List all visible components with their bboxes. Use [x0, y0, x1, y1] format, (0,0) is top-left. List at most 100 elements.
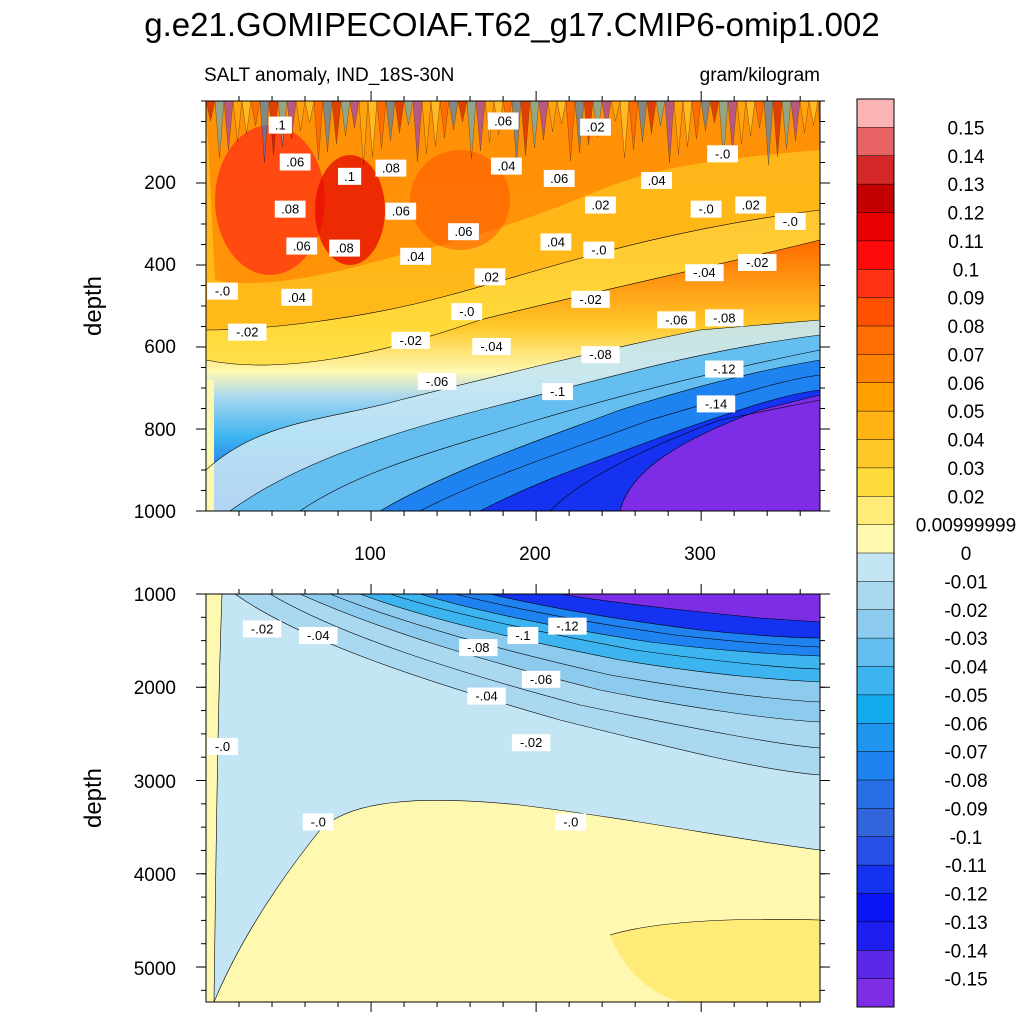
surface-spike	[394, 101, 405, 134]
contour-label: .06	[385, 202, 417, 220]
lower-plot-frame	[205, 593, 821, 1003]
contour-label-box	[580, 118, 611, 136]
colorbar-tick-label: 0.04	[948, 431, 985, 452]
lower-y-tick-2000: 2000	[134, 678, 176, 699]
contour-label: .02	[580, 118, 611, 136]
surface-spike	[601, 101, 612, 130]
colorbar-tick-label: 0.00999999	[916, 516, 1016, 537]
contour-label: .1	[268, 116, 292, 134]
contour-label-box	[583, 241, 615, 259]
contour-label-box	[585, 196, 616, 214]
surface-spike	[556, 101, 567, 125]
lower-contour-line	[213, 594, 223, 1002]
surface-spike	[457, 101, 468, 123]
contour-label-box	[581, 346, 620, 364]
contour-label: .1	[337, 167, 362, 185]
colorbar-tick-label: 0.02	[948, 487, 985, 508]
upper-red-core-3	[410, 150, 510, 250]
colorbar-box	[857, 411, 894, 440]
contour-label-text: -.1	[550, 384, 565, 399]
surface-spike	[367, 101, 378, 158]
colorbar-box	[857, 694, 894, 724]
contour-label-text: -.0	[215, 739, 230, 754]
left-subtitle: SALT anomaly, IND_18S-30N	[204, 65, 454, 86]
contour-label-box	[385, 202, 417, 220]
colorbar-tick-label: 0.13	[948, 175, 985, 196]
contour-label: -.0	[583, 241, 615, 259]
contour-label-box	[705, 309, 744, 327]
upper-contour-line	[379, 359, 820, 511]
contour-label-text: -.1	[515, 628, 530, 643]
surface-spike	[619, 101, 630, 159]
contour-label-text: -.04	[307, 628, 329, 643]
contour-label-text: -.0	[563, 814, 578, 829]
contour-label-box	[268, 116, 292, 134]
surface-spike	[412, 101, 423, 163]
contour-label: .06	[487, 112, 519, 130]
surface-spike	[206, 101, 216, 122]
surface-spike	[700, 101, 711, 132]
colorbar-tick-label: -0.01	[944, 572, 987, 593]
colorbar-tick-label: -0.02	[944, 601, 987, 622]
upper-axis-ticks	[196, 91, 830, 521]
contour-label: -.08	[459, 639, 498, 657]
colorbar-tick-label: -0.09	[944, 799, 987, 820]
contour-label: -.1	[542, 383, 573, 401]
contour-label-text: -.08	[467, 640, 489, 655]
surface-spike	[430, 101, 441, 147]
lower-contour-line	[329, 594, 820, 703]
surface-spike	[772, 101, 783, 158]
contour-label: .02	[735, 196, 767, 214]
contour-label-text: -.02	[251, 621, 273, 636]
right-subtitle: gram/kilogram	[700, 65, 820, 86]
contour-label-box	[451, 303, 483, 321]
colorbar-box	[857, 326, 894, 355]
contour-label-box	[487, 112, 519, 130]
contour-label-box	[329, 239, 361, 257]
upper-contour-line	[229, 334, 820, 511]
contour-label-text: -.06	[530, 672, 552, 687]
contour-label-text: .04	[648, 173, 666, 188]
colorbar-tick-label: 0.07	[948, 345, 985, 366]
contour-label: -.06	[521, 670, 561, 688]
contour-label-text: .04	[288, 290, 306, 305]
contour-label: -.0	[451, 303, 483, 321]
contour-label-text: .04	[497, 159, 515, 174]
lower-west-boundary-strip	[206, 594, 222, 1002]
surface-spike	[781, 101, 792, 150]
contour-label-box	[685, 264, 724, 282]
surface-spike	[628, 101, 639, 151]
upper-y-tick-800: 800	[144, 420, 176, 441]
contour-label-text: -.02	[236, 325, 258, 340]
contour-label-text: -.02	[579, 292, 601, 307]
colorbar-tick-label: -0.07	[944, 743, 987, 764]
contour-label-text: .08	[281, 202, 299, 217]
contour-label-text: -.0	[591, 243, 606, 258]
surface-spike	[241, 101, 252, 135]
contour-label-box	[774, 212, 806, 230]
contour-label: .04	[641, 171, 672, 189]
colorbar-box	[857, 865, 894, 894]
contour-label: -.06	[657, 311, 696, 329]
contour-label: .08	[274, 200, 306, 218]
contour-label-box	[696, 395, 736, 413]
figure-title: g.e21.GOMIPECOIAF.T62_g17.CMIP6-omip1.00…	[144, 6, 880, 43]
contour-label-box	[279, 153, 311, 171]
contour-label-box	[707, 145, 739, 163]
contour-label-box	[735, 196, 767, 214]
upper-contour-line	[619, 394, 820, 511]
contour-label-box	[571, 290, 610, 308]
contour-label: -.0	[690, 200, 722, 218]
contour-label: -.0	[555, 813, 587, 831]
contour-label: .06	[279, 153, 311, 171]
lower-y-tick-1000: 1000	[134, 585, 176, 606]
surface-spike	[754, 101, 765, 129]
contour-label-box	[400, 247, 432, 265]
contour-label-text: -.0	[215, 284, 230, 299]
colorbar-tick-label: -0.04	[944, 658, 988, 679]
surface-spike	[790, 101, 801, 142]
lower-contour-line	[389, 594, 820, 670]
contour-label: -.12	[548, 617, 587, 635]
surface-spike	[682, 101, 693, 148]
